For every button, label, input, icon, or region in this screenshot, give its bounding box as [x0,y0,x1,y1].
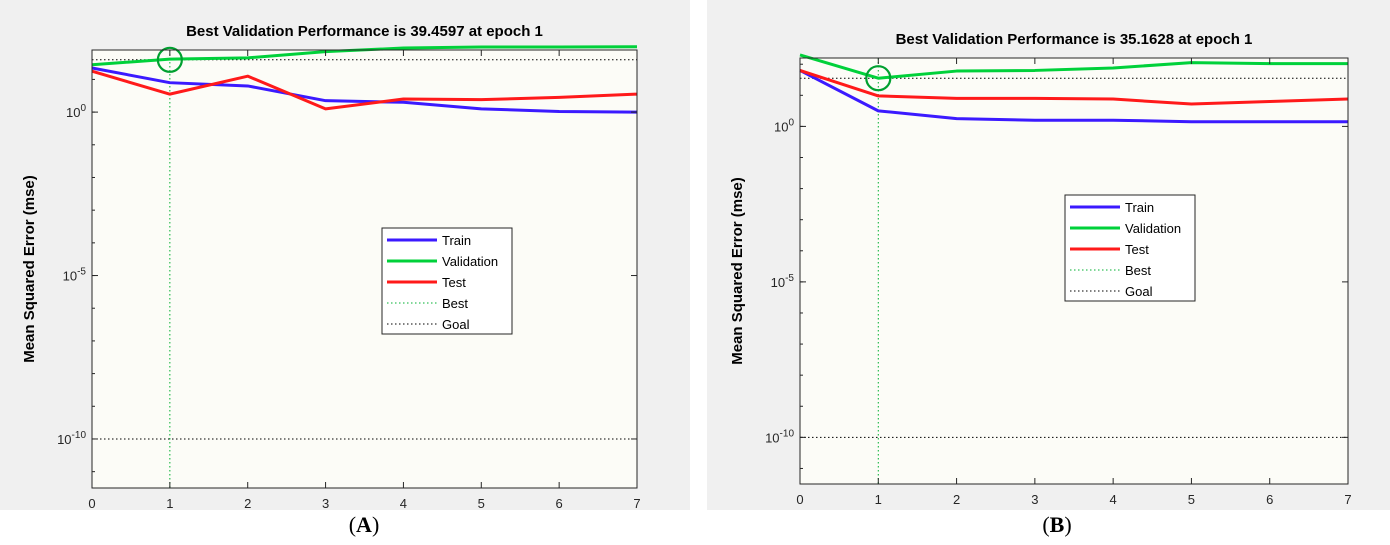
chart-b-xtick-label-3: 3 [1031,492,1038,507]
chart-a-xtick-label-1: 1 [166,496,173,510]
chart-a-axes-border [91,49,638,489]
chart-a-xtick-label-2: 2 [244,496,251,510]
chart-a-legend-label-test: Test [442,275,466,290]
chart-b-legend-label-best: Best [1125,263,1151,278]
chart-a-legend-label-best: Best [442,296,468,311]
chart-a-legend-label-train: Train [442,233,471,248]
chart-a-legend-label-validation: Validation [442,254,498,269]
chart-b-ytick-label-0: 100 [774,117,794,134]
chart-a-xtick-label-7: 7 [633,496,640,510]
chart-a-best-marker [156,46,183,73]
chart-a-legend-label-goal: Goal [442,317,470,332]
chart-b-xtick-label-0: 0 [796,492,803,507]
chart-a-title: Best Validation Performance is 39.4597 a… [186,23,543,40]
chart-b-legend-label-validation: Validation [1125,221,1181,236]
chart-b-series-validation-line [799,53,1348,80]
chart-a-ylabel: Mean Squared Error (mse) [21,175,38,363]
chart-a-ytick-label--5: 10-5 [63,267,87,284]
chart-b-legend-label-test: Test [1125,242,1149,257]
chart-b-best-marker [865,65,892,92]
chart-b-ytick-label--5: 10-5 [771,273,795,290]
caption-a: (A) [348,512,380,537]
chart-b-title: Best Validation Performance is 35.1628 a… [896,31,1253,48]
chart-a-xtick-label-3: 3 [322,496,329,510]
chart-a: Best Validation Performance is 39.4597 a… [0,0,690,511]
caption-b: (B) [1042,512,1072,537]
chart-b-xtick-label-5: 5 [1188,492,1195,507]
chart-panel-a: Best Validation Performance is 39.4597 a… [0,0,690,511]
chart-b-xtick-label-2: 2 [953,492,960,507]
chart-b-xtick-label-1: 1 [875,492,882,507]
chart-a-xtick-label-6: 6 [556,496,563,510]
chart-b-legend-label-goal: Goal [1125,284,1153,299]
chart-a-series-test-line [91,69,638,111]
chart-b-ytick-label--10: 10-10 [765,428,794,445]
chart-a-xtick-label-0: 0 [88,496,95,510]
chart-b-ylabel: Mean Squared Error (mse) [729,177,746,365]
caption-b-letter: B [1049,512,1065,537]
chart-panel-b: Best Validation Performance is 35.1628 a… [707,0,1390,510]
chart-b-series-train-line [799,69,1348,124]
chart-b-xtick-label-6: 6 [1266,492,1273,507]
chart-a-xtick-label-5: 5 [478,496,485,510]
chart-a-ytick-label-0: 100 [66,103,86,120]
chart-a-series-train-line [91,66,638,114]
chart-b-legend-label-train: Train [1125,200,1154,215]
chart-a-xtick-label-4: 4 [400,496,407,510]
chart-b-series-test-line [799,69,1349,106]
chart-b-xtick-label-4: 4 [1110,492,1117,507]
chart-a-ytick-label--10: 10-10 [57,430,86,447]
chart-b: Best Validation Performance is 35.1628 a… [707,0,1390,510]
chart-b-axes-border [799,57,1349,485]
caption-a-letter: A [356,512,372,537]
chart-b-xtick-label-7: 7 [1344,492,1351,507]
chart-a-axes-bg [92,50,637,488]
